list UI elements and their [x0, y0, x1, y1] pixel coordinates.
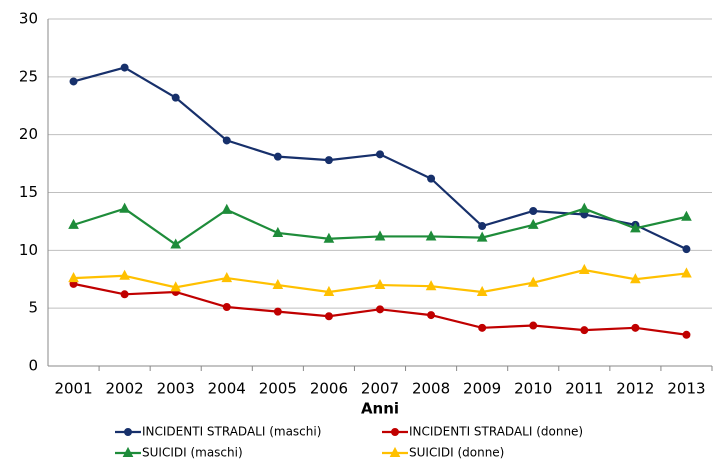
x-tick-label: 2005	[259, 380, 297, 398]
x-tick-label: 2006	[310, 380, 348, 398]
data-point	[631, 323, 640, 332]
y-tick-label: 5	[28, 299, 38, 317]
data-point	[323, 285, 335, 296]
data-point	[273, 152, 282, 161]
legend-marker	[391, 428, 399, 436]
data-point	[323, 232, 335, 243]
y-tick-label: 10	[19, 241, 38, 259]
data-point	[681, 210, 692, 221]
data-point	[68, 218, 79, 229]
data-point	[478, 222, 487, 231]
y-tick-label: 30	[19, 10, 38, 28]
x-tick-label: 2001	[54, 380, 92, 398]
x-tick-label: 2002	[106, 380, 144, 398]
data-point	[324, 312, 333, 321]
data-point	[529, 321, 538, 330]
legend-label: INCIDENTI STRADALI (donne)	[409, 425, 583, 439]
data-point	[222, 303, 231, 312]
x-tick-label: 2007	[361, 380, 399, 398]
data-point	[578, 263, 590, 274]
data-point	[221, 272, 233, 283]
data-point	[376, 305, 384, 314]
data-point	[170, 281, 182, 292]
data-point	[425, 230, 437, 241]
data-point	[476, 231, 488, 242]
data-point	[630, 222, 641, 233]
data-point	[273, 307, 282, 316]
data-point	[221, 203, 233, 214]
data-point	[324, 156, 333, 165]
x-tick-label: 2010	[514, 380, 552, 398]
legend-marker	[122, 446, 134, 457]
series-line	[73, 66, 687, 251]
y-tick-label: 0	[28, 357, 38, 375]
x-tick-label: 2013	[667, 380, 705, 398]
legend-marker	[389, 446, 401, 457]
data-point	[374, 278, 386, 290]
data-point	[374, 230, 386, 241]
data-point	[427, 174, 436, 183]
data-point	[119, 269, 130, 280]
data-point	[527, 276, 539, 287]
data-point	[529, 207, 538, 216]
x-tick-label: 2011	[565, 380, 603, 398]
data-point	[580, 326, 589, 335]
data-point	[478, 323, 487, 332]
legend-label: INCIDENTI STRADALI (maschi)	[142, 425, 321, 439]
data-point	[68, 272, 79, 283]
y-tick-label: 25	[19, 67, 38, 85]
legend-label: SUICIDI (maschi)	[142, 446, 243, 460]
data-point	[376, 150, 384, 159]
x-tick-label: 2003	[157, 380, 195, 398]
legend-label: SUICIDI (donne)	[409, 446, 504, 460]
data-point	[272, 278, 284, 290]
data-point	[222, 136, 231, 145]
data-point	[681, 267, 692, 278]
x-tick-label: 2004	[208, 380, 246, 398]
data-point	[170, 238, 182, 249]
data-point	[427, 311, 436, 320]
data-point	[682, 245, 691, 254]
data-point	[630, 273, 641, 284]
data-point	[119, 202, 130, 213]
x-tick-label: 2008	[412, 380, 450, 398]
data-point	[69, 77, 78, 86]
y-tick-label: 15	[19, 183, 38, 201]
x-axis-label: Anni	[361, 400, 399, 418]
data-point	[120, 63, 129, 72]
x-tick-label: 2009	[463, 380, 501, 398]
y-tick-label: 20	[19, 125, 38, 143]
data-point	[171, 93, 180, 102]
data-point	[578, 202, 590, 213]
data-point	[682, 330, 691, 339]
x-tick-label: 2012	[616, 380, 654, 398]
legend-marker	[124, 428, 132, 436]
data-point	[527, 218, 539, 229]
data-point	[120, 290, 129, 299]
data-point	[272, 226, 284, 237]
data-point	[476, 285, 488, 296]
data-point	[425, 280, 437, 291]
